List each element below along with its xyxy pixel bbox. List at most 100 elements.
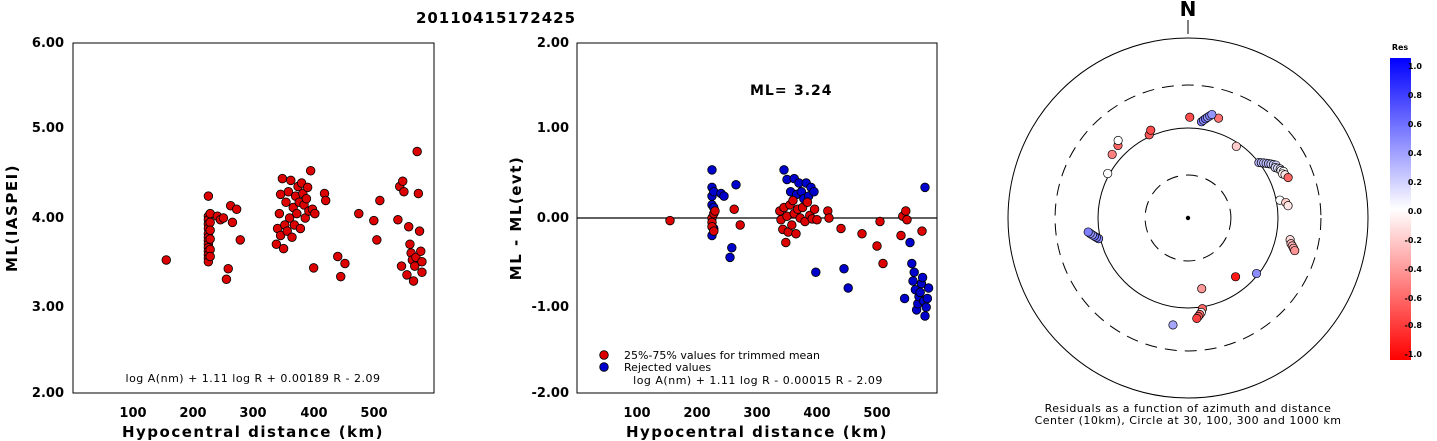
rejected-point-12	[731, 180, 741, 190]
rejected-point-39	[917, 272, 928, 283]
left-plot-frame	[72, 42, 435, 394]
left-point-41	[284, 213, 295, 223]
cb-tick-3: 0.6	[1408, 120, 1423, 129]
middle-x-tick-300: 300	[743, 406, 770, 421]
polar-station-28	[1231, 272, 1241, 282]
ml-value: 3.24	[794, 83, 833, 99]
polar-station-41	[1083, 227, 1093, 237]
middle-x-ticks: 100 200 300 400 500	[623, 406, 890, 421]
left-point-23	[218, 213, 229, 223]
rejected-point-43	[921, 302, 931, 312]
middle-x-tick-500: 500	[863, 406, 890, 421]
polar-station-53	[1207, 109, 1217, 120]
cb-tick-8: -0.4	[1405, 265, 1423, 274]
left-point-70	[375, 195, 385, 206]
left-point-76	[402, 270, 412, 280]
left-point-69	[372, 235, 382, 245]
middle-y-tick-m2: -2.00	[532, 386, 569, 401]
cb-tick-7: -0.2	[1405, 236, 1423, 245]
left-point-28	[231, 204, 242, 214]
middle-formula: log A(nm) + 1.11 log R - 0.00015 R - 2.0…	[633, 374, 883, 387]
polar-station-35	[1168, 320, 1178, 330]
accepted-point-7	[729, 204, 739, 214]
middle-points	[665, 165, 934, 321]
left-point-35	[277, 173, 288, 184]
left-point-61	[310, 208, 320, 219]
left-point-63	[321, 195, 331, 206]
left-point-89	[417, 257, 427, 267]
colorbar-ticks: 1.0 0.8 0.6 0.4 0.2 0.0 -0.2 -0.4 -0.6 -…	[1405, 62, 1423, 359]
left-y-tick-6: 6.00	[32, 36, 64, 51]
cb-tick-10: -0.8	[1405, 321, 1423, 330]
left-x-tick-500: 500	[360, 406, 387, 421]
left-point-17	[205, 225, 215, 235]
polar-station-2	[1231, 141, 1241, 151]
left-point-38	[281, 197, 291, 207]
left-point-55	[301, 194, 312, 204]
left-point-0	[161, 255, 171, 265]
left-point-73	[396, 261, 407, 271]
middle-y-tick-1: 1.00	[537, 121, 569, 136]
accepted-point-32	[836, 223, 846, 234]
left-point-47	[292, 208, 302, 219]
left-x-axis-label: Hypocentral distance (km)	[122, 423, 384, 441]
accepted-point-40	[902, 215, 912, 225]
left-point-78	[405, 239, 415, 249]
left-point-29	[235, 235, 245, 245]
left-x-tick-200: 200	[179, 406, 206, 421]
left-point-74	[398, 176, 408, 186]
left-point-33	[275, 189, 286, 200]
ml-label: ML=	[750, 83, 788, 99]
rejected-point-0	[707, 165, 717, 175]
left-point-18	[205, 234, 215, 244]
cb-tick-2: 0.8	[1408, 91, 1423, 100]
rejected-point-42	[920, 311, 930, 321]
left-point-87	[416, 246, 426, 256]
left-point-56	[302, 182, 313, 193]
left-point-68	[369, 215, 379, 226]
middle-chart: 100 200 300 400 500 -2.00 -1.00 0.00 1.0…	[507, 36, 938, 441]
rejected-point-28	[899, 293, 910, 304]
accepted-point-17	[787, 220, 797, 230]
left-point-58	[305, 166, 316, 176]
left-point-75	[399, 187, 409, 197]
colorbar-gradient	[1390, 58, 1411, 360]
middle-y-tick-2: 2.00	[537, 36, 569, 51]
north-label: N	[1180, 0, 1197, 21]
rejected-point-41	[920, 182, 930, 193]
left-point-39	[282, 226, 292, 236]
polar-caption-line1: Residuals as a function of azimuth and d…	[1045, 402, 1332, 415]
left-point-36	[278, 243, 289, 254]
left-point-85	[413, 188, 424, 199]
polar-station-0	[1185, 112, 1195, 122]
polar-station-45	[1113, 135, 1123, 145]
left-point-77	[404, 222, 414, 232]
left-points	[161, 146, 427, 286]
rejected-point-30	[907, 258, 917, 269]
accepted-point-20	[791, 229, 801, 239]
left-y-tick-2: 2.00	[32, 386, 64, 401]
left-x-tick-100: 100	[119, 406, 146, 421]
accepted-point-13	[781, 237, 791, 248]
rejected-point-26	[839, 264, 849, 274]
polar-rings	[1007, 37, 1369, 399]
accepted-point-6	[710, 206, 720, 216]
left-point-67	[354, 208, 364, 219]
middle-x-tick-200: 200	[683, 406, 710, 421]
polar-points	[1083, 109, 1300, 330]
left-point-16	[205, 217, 215, 228]
left-point-25	[223, 264, 233, 274]
left-point-60	[308, 263, 319, 273]
cb-tick-11: -1.0	[1405, 350, 1423, 359]
left-formula: log A(nm) + 1.11 log R + 0.00189 R - 2.0…	[126, 372, 381, 385]
left-point-66	[340, 258, 350, 269]
polar-ring-30km	[1144, 174, 1232, 262]
polar-ring-300km	[1054, 84, 1322, 352]
rejected-point-24	[809, 187, 819, 197]
accepted-point-39	[901, 206, 911, 216]
rejected-point-37	[915, 287, 925, 298]
left-point-42	[286, 175, 296, 186]
accepted-point-0	[665, 215, 675, 226]
polar-station-26	[1290, 246, 1300, 256]
